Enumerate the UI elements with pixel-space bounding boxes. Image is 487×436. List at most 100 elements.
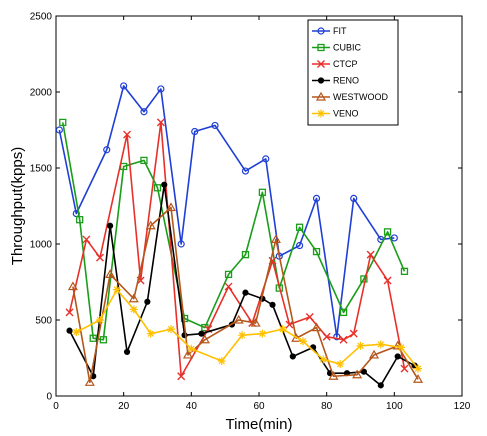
cubic-point: [89, 334, 97, 342]
westwood-point: [328, 371, 339, 380]
westwood-point: [368, 349, 380, 359]
veno-point: [72, 328, 81, 337]
ctcp-point: [305, 312, 314, 321]
ctcp-point: [82, 235, 91, 244]
fit-point: [157, 85, 165, 93]
series-reno: [66, 181, 418, 389]
veno-point: [258, 329, 267, 338]
ctcp-point: [224, 282, 233, 291]
fit-point: [211, 121, 219, 130]
veno-point: [278, 325, 287, 334]
legend-label-fit: FIT: [333, 26, 347, 36]
westwood-point: [352, 369, 363, 379]
ctcp-point: [65, 308, 74, 317]
reno-point: [377, 382, 384, 389]
veno-point: [336, 360, 345, 369]
fit-line: [58, 85, 395, 338]
westwood-point: [199, 334, 210, 344]
cubic-point: [201, 323, 209, 332]
westwood-point: [165, 202, 177, 212]
legend-marker-westwood: [315, 91, 327, 101]
legend-label-ctcp: CTCP: [333, 59, 358, 69]
veno-point: [95, 316, 104, 324]
fit-point: [55, 126, 63, 134]
y-tick-label: 1500: [30, 164, 53, 175]
westwood-point: [233, 314, 244, 324]
veno-point: [319, 355, 328, 364]
westwood-point: [84, 377, 95, 386]
ctcp-point: [339, 335, 348, 344]
reno-point: [198, 330, 205, 337]
cubic-point: [140, 156, 148, 165]
fit-point: [177, 240, 185, 248]
series-fit: [55, 82, 398, 341]
axis-ticks: 0 20 40 60 80 100 120 0 500 1000 1500 2000 2500: [30, 12, 471, 413]
cubic-point: [153, 184, 162, 192]
legend: FIT CUBIC CTCP RENO WESTWOOD VENO: [307, 19, 399, 126]
fit-point: [191, 127, 199, 136]
veno-point: [376, 340, 385, 349]
fit-point: [390, 234, 398, 242]
legend-label-cubic: CUBIC: [333, 43, 362, 53]
x-tick-label: 40: [186, 401, 198, 412]
ctcp-point: [349, 329, 358, 338]
x-tick-label: 80: [321, 401, 333, 412]
ctcp-point: [366, 250, 375, 259]
series-lines: [55, 82, 424, 389]
cubic-point: [59, 118, 67, 127]
veno-point: [146, 329, 155, 338]
ctcp-point: [400, 364, 409, 373]
fit-point: [262, 155, 270, 163]
cubic-point: [258, 188, 267, 196]
x-tick-label: 100: [386, 401, 403, 412]
y-axis-label: Throughput(kpps): [9, 147, 26, 265]
westwood-point: [145, 220, 156, 230]
cubic-point: [339, 308, 348, 317]
legend-marker-veno: [317, 109, 325, 118]
x-tick-label: 60: [253, 401, 265, 412]
veno-point: [112, 285, 121, 294]
cubic-point: [76, 216, 84, 224]
cubic-point: [400, 267, 409, 276]
veno-point: [238, 331, 247, 340]
reno-point: [289, 353, 296, 360]
cubic-point: [312, 247, 321, 256]
cubic-point: [241, 250, 250, 259]
westwood-point: [270, 234, 281, 244]
veno-point: [397, 343, 406, 352]
westwood-point: [128, 293, 139, 303]
veno-point: [414, 364, 423, 373]
fit-point: [103, 146, 111, 154]
legend-marker-ctcp: [317, 60, 325, 68]
legend-label-westwood: WESTWOOD: [333, 92, 388, 102]
reno-point: [161, 181, 168, 188]
westwood-point: [105, 269, 116, 278]
legend-marker-fit: [317, 27, 325, 35]
series-westwood: [67, 202, 424, 386]
cubic-point: [295, 223, 304, 231]
y-tick-label: 500: [35, 316, 52, 327]
reno-point: [66, 327, 73, 334]
ctcp-point: [285, 320, 294, 329]
legend-box: [307, 19, 399, 126]
fit-point: [350, 194, 358, 202]
reno-point: [242, 289, 249, 296]
series-veno: [72, 285, 423, 373]
y-tick-label: 2500: [30, 12, 53, 23]
fit-point: [241, 167, 250, 175]
ctcp-point: [383, 276, 392, 285]
y-tick-label: 0: [46, 392, 52, 403]
reno-point: [144, 298, 151, 305]
ctcp-point: [177, 372, 186, 381]
fit-point: [120, 82, 128, 90]
veno-point: [187, 344, 196, 353]
veno-point: [298, 337, 307, 346]
cubic-point: [224, 270, 233, 279]
veno-point: [356, 341, 365, 350]
fit-point: [312, 194, 321, 202]
westwood-point: [250, 317, 261, 327]
y-tick-label: 2000: [30, 88, 53, 99]
x-axis-label: Time(min): [226, 416, 293, 433]
ctcp-point: [156, 118, 165, 127]
